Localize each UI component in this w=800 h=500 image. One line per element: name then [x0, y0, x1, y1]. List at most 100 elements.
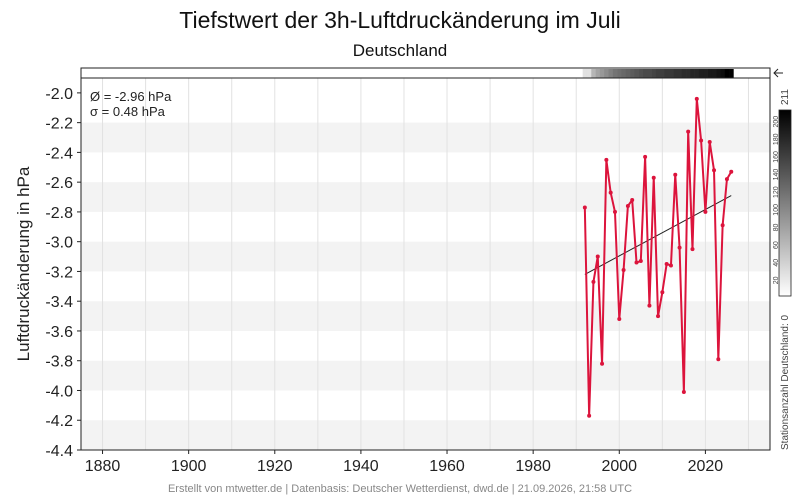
colorbar-tick-label: 20 — [773, 276, 780, 284]
data-point — [720, 223, 725, 228]
y-tick-label: -3.2 — [45, 264, 73, 281]
data-point — [686, 129, 691, 134]
y-tick-label: -3.6 — [45, 324, 73, 341]
stats-sigma: σ = 0.48 hPa — [90, 104, 166, 119]
data-point — [595, 254, 600, 259]
footer-credits: Erstellt von mtwetter.de | Datenbasis: D… — [168, 483, 632, 495]
data-series — [582, 96, 734, 418]
colorbar-gradient — [778, 109, 792, 297]
data-point — [668, 263, 673, 268]
x-tick-label: 2000 — [601, 458, 637, 475]
station-strip-cell — [630, 69, 635, 78]
colorbar-tick-label: 160 — [773, 151, 780, 163]
chart-title: Tiefstwert der 3h-Luftdruckänderung im J… — [179, 7, 620, 33]
colorbar-tick-label: 120 — [773, 186, 780, 198]
station-strip-cell — [716, 69, 721, 78]
station-strip-cell — [690, 69, 695, 78]
data-point — [716, 357, 721, 362]
station-strip-cell — [681, 69, 687, 78]
colorbar-tick-label: 180 — [773, 133, 780, 145]
station-strip-cell — [642, 69, 648, 78]
station-strip-cell — [599, 69, 605, 78]
data-point — [694, 96, 699, 101]
plot-band — [81, 78, 770, 93]
data-point — [591, 279, 596, 284]
data-point — [587, 413, 592, 418]
station-strip — [582, 69, 734, 78]
station-strip-cell — [720, 69, 726, 78]
data-point — [604, 157, 609, 162]
station-strip-cell — [617, 69, 622, 78]
y-tick-label: -4.0 — [45, 383, 73, 400]
station-strip-cell — [711, 69, 717, 78]
data-point — [634, 260, 639, 265]
trend-line-group — [584, 195, 732, 275]
x-tick-label: 1880 — [85, 458, 121, 475]
station-strip-cell — [677, 69, 683, 78]
y-tick-label: -4.4 — [45, 443, 73, 460]
station-strip-cell — [608, 69, 614, 78]
y-axis-ticks: -4.4 -4.2 -4.0 -3.8 -3.6 -3.4 -3.2 -3.0 -2.8 -2.6… — [45, 86, 81, 460]
x-axis-ticks: 1880 1900 1920 1940 1960 1980 2000 2020 — [85, 450, 723, 475]
station-strip-cell — [595, 69, 601, 78]
station-strip-cell — [698, 69, 704, 78]
colorbar-max-label: 211 — [780, 89, 791, 105]
y-tick-label: -3.0 — [45, 235, 73, 252]
y-tick-label: -3.4 — [45, 294, 73, 311]
station-strip-cell — [586, 69, 592, 78]
colorbar-caption: Stationsanzahl Deutschland: 0 — [780, 314, 791, 450]
plot-band — [81, 301, 770, 331]
colorbar-tick-label: 80 — [773, 223, 780, 231]
data-point — [677, 245, 682, 250]
colorbar-tick-label: 60 — [773, 241, 780, 249]
x-tick-label: 1980 — [515, 458, 551, 475]
station-strip-cell — [707, 69, 713, 78]
data-point — [625, 203, 630, 208]
station-strip-cell — [703, 69, 708, 78]
data-point — [664, 262, 669, 266]
station-strip-cell — [686, 69, 691, 78]
station-strip-cell — [638, 69, 644, 78]
y-tick-label: -2.6 — [45, 175, 73, 192]
grid-lines — [102, 78, 749, 450]
station-strip-cell — [651, 69, 657, 78]
station-strip-cell — [664, 69, 670, 78]
colorbar-tick-label: 40 — [773, 259, 780, 267]
data-point — [612, 209, 617, 214]
x-tick-label: 1940 — [343, 458, 379, 475]
y-tick-label: -2.2 — [45, 116, 73, 133]
y-tick-label: -2.0 — [45, 86, 73, 103]
data-point — [621, 267, 626, 272]
station-strip-cell — [724, 69, 730, 78]
trend-line — [584, 195, 732, 275]
y-tick-label: -2.8 — [45, 205, 73, 222]
y-tick-label: -2.4 — [45, 145, 73, 162]
data-point — [651, 175, 656, 180]
colorbar-tick-label: 140 — [773, 169, 780, 181]
data-point — [647, 303, 652, 308]
station-strip-cell — [694, 69, 700, 78]
colorbar-arrow-icon — [773, 68, 783, 78]
plot-band — [81, 182, 770, 212]
data-point — [724, 177, 729, 182]
x-tick-label: 1900 — [171, 458, 207, 475]
station-strip-cell — [673, 69, 678, 78]
station-strip-cell — [729, 69, 734, 78]
station-strip-cell — [625, 69, 631, 78]
data-point — [643, 154, 648, 159]
data-point — [660, 290, 665, 295]
station-strip-cell — [582, 69, 588, 78]
strip-frame — [80, 67, 771, 79]
station-strip-cell — [647, 69, 652, 78]
station-strip-cell — [668, 69, 674, 78]
data-point — [582, 205, 587, 210]
colorbar-tick-label: 100 — [773, 204, 780, 216]
data-point — [729, 169, 734, 174]
data-point — [600, 361, 605, 366]
data-point — [712, 168, 717, 173]
y-tick-label: -3.8 — [45, 354, 73, 371]
data-point — [608, 190, 613, 195]
stats-mean: Ø = -2.96 hPa — [90, 89, 172, 104]
data-point — [630, 198, 635, 203]
